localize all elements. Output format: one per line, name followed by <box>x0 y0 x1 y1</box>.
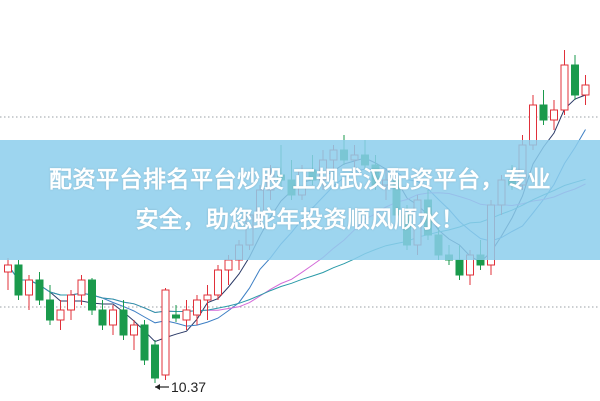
candle-up <box>214 269 222 296</box>
candle-down <box>98 309 107 326</box>
candle-down <box>455 259 464 276</box>
min-arrow-head <box>155 384 160 390</box>
candle-down <box>35 279 44 301</box>
title-banner: 配资平台排名平台炒股 正规武汉配资平台，专业 安全，助您蛇年投资顺风顺水！ <box>0 140 600 260</box>
candle-down <box>571 64 579 96</box>
candle-up <box>130 324 138 336</box>
banner-line-2: 安全，助您蛇年投资顺风顺水！ <box>135 207 465 233</box>
candle-up <box>109 309 117 326</box>
candle-up <box>4 264 12 273</box>
candle-down <box>151 344 159 379</box>
candle-up <box>224 259 233 271</box>
candle-up <box>560 64 569 111</box>
candle-up <box>529 104 537 146</box>
banner-line-1: 配资平台排名平台炒股 正规武汉配资平台，专业 <box>48 167 551 193</box>
candle-up <box>203 294 212 301</box>
candle-up <box>67 294 75 311</box>
candle-up <box>77 279 86 296</box>
candle-down <box>140 324 149 361</box>
candle-up <box>581 84 590 96</box>
candle-up <box>182 309 191 321</box>
candle-up <box>161 289 170 376</box>
candle-down <box>172 314 180 319</box>
candle-up <box>193 299 201 316</box>
candle-down <box>88 279 96 311</box>
candle-up <box>550 109 558 121</box>
candle-down <box>119 309 128 336</box>
min-price-label: 10.37 <box>171 379 206 395</box>
candle-down <box>14 264 23 296</box>
candle-up <box>25 279 33 296</box>
candle-down <box>46 299 54 321</box>
candle-down <box>539 104 548 121</box>
candle-up <box>56 309 65 321</box>
